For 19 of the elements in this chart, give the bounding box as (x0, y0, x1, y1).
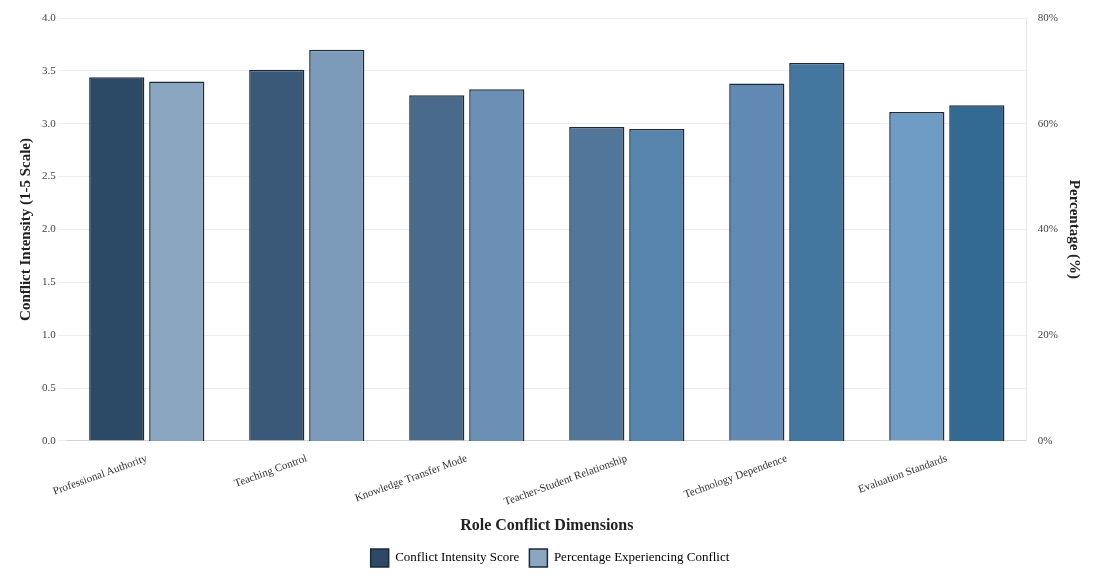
y-tick-label: 4.0 (42, 10, 57, 23)
legend-label: Conflict Intensity Score (395, 549, 520, 565)
y2-tick-label: 80% (1037, 10, 1059, 23)
y-tick-label: 1.0 (42, 328, 57, 341)
y-tick-label: 3.5 (42, 63, 57, 76)
y-tick-label: 2.5 (42, 169, 57, 182)
y2-tick-label: 40% (1037, 222, 1059, 235)
y-tick-label: 2.0 (42, 222, 57, 235)
y-tick-label: 1.5 (42, 275, 57, 288)
y2-axis-title: Percentage (%) (1066, 179, 1084, 280)
y-tick-label: 0.0 (42, 433, 57, 446)
x-axis-title: Role Conflict Dimensions (460, 515, 634, 533)
y2-tick-label: 0% (1037, 433, 1053, 446)
legend-label: Percentage Experiencing Conflict (553, 549, 730, 565)
y2-tick-label: 20% (1037, 328, 1059, 341)
y2-tick-label: 60% (1037, 116, 1059, 129)
y-tick-label: 3.0 (42, 116, 57, 129)
y-tick-label: 0.5 (42, 380, 57, 393)
y-axis-title: Conflict Intensity (1-5 Scale) (16, 138, 34, 321)
